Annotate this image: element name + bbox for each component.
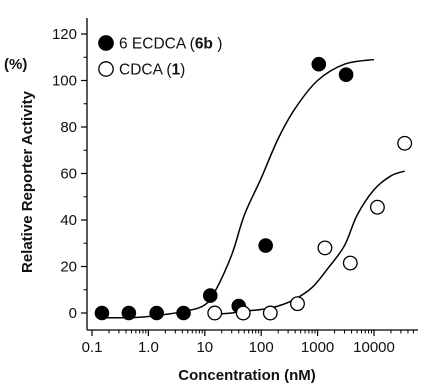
y-tick-label: 60	[60, 166, 77, 183]
data-point-cdca	[207, 305, 223, 321]
data-point-6ecdca	[258, 238, 273, 253]
data-point-6ecdca	[176, 305, 191, 321]
data-point-cdca	[342, 255, 358, 271]
y-tick-label: 20	[60, 259, 77, 276]
x-axis-title: Concentration (nM)	[178, 367, 315, 384]
y-axis-title: Relative Reporter Activity	[19, 90, 36, 273]
data-point-6ecdca	[311, 56, 327, 72]
data-point-cdca	[369, 199, 385, 215]
data-point-6ecdca	[202, 288, 218, 303]
x-axis: 0.1 1.0 10 100 1000 10000	[82, 330, 414, 356]
y-tick-label: 40	[60, 212, 77, 229]
fit-lines	[101, 58, 405, 319]
data-point-cdca	[262, 305, 278, 321]
legend: 6 ECDCA (6b ) CDCA (1)	[98, 35, 222, 79]
x-tick-label: 100	[249, 339, 274, 356]
data-point-6ecdca	[121, 305, 137, 321]
data-point-6ecdca	[94, 305, 110, 321]
y-tick-label: 100	[52, 73, 77, 90]
x-tick-label: 1000	[301, 339, 334, 356]
y-axis: 0 20 40 60 80 100 120	[52, 26, 87, 322]
x-tick-label: 1.0	[138, 339, 159, 356]
y-tick-label: 80	[60, 119, 77, 136]
legend-label-cdca: CDCA (1)	[119, 62, 185, 79]
data-point-cdca	[397, 135, 413, 151]
x-tick-label: 0.1	[82, 339, 103, 356]
fit-curve-6ecdca	[101, 58, 375, 319]
legend-label-6ecdca: 6 ECDCA (6b )	[119, 36, 222, 53]
data-point-cdca	[317, 240, 333, 256]
data-point-6ecdca	[338, 67, 354, 82]
x-tick-label: 10000	[353, 339, 395, 356]
legend-marker-cdca	[98, 61, 114, 77]
data-point-6ecdca	[149, 305, 164, 321]
y-tick-label: 0	[69, 305, 77, 322]
data-point-cdca	[235, 305, 251, 321]
y-unit-label: (%)	[4, 56, 27, 73]
data-markers	[94, 56, 413, 321]
x-tick-label: 10	[196, 339, 213, 356]
fit-curve-cdca	[214, 170, 405, 315]
data-point-cdca	[290, 296, 305, 312]
legend-marker-6ecdca	[98, 35, 114, 51]
y-tick-label: 120	[52, 26, 77, 43]
